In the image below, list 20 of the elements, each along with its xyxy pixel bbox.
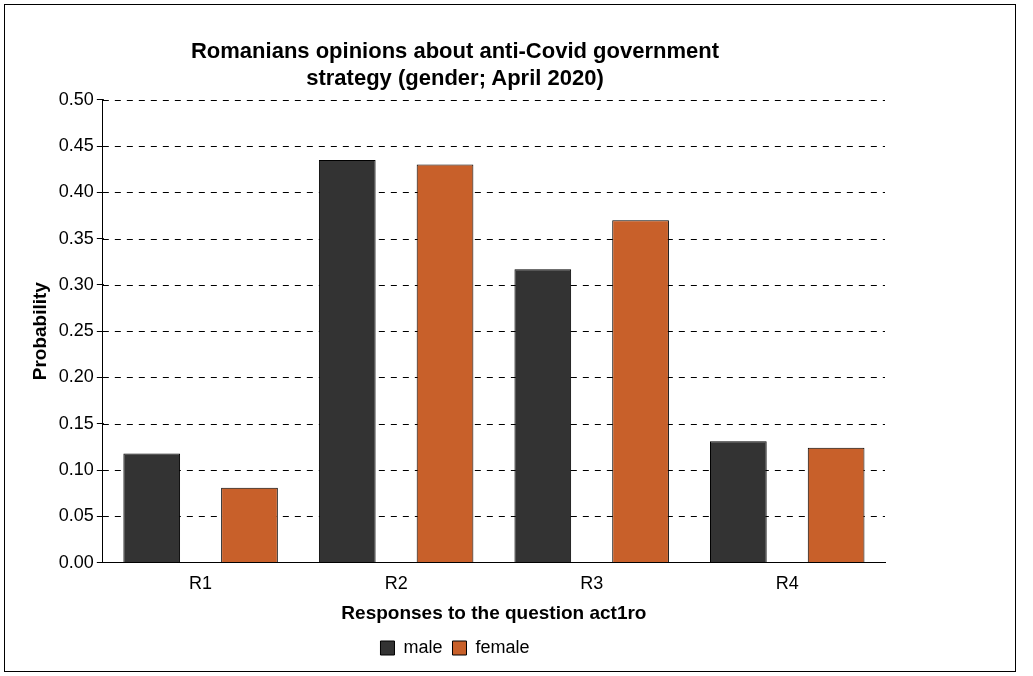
x-axis-title: Responses to the question act1ro — [341, 601, 647, 623]
x-tick-label: R3 — [580, 573, 604, 594]
y-tick-label: 0.15 — [58, 412, 94, 433]
y-tick-label: 0.45 — [58, 135, 94, 156]
y-tick-label: 0.35 — [58, 227, 94, 248]
y-tick-label: 0.20 — [58, 366, 94, 387]
x-tick-label: R4 — [775, 573, 799, 594]
legend-label: female — [475, 636, 530, 657]
y-tick-label: 0.50 — [58, 88, 94, 109]
chart-title: Romanians opinions about anti-Covid government strategy (gender; April 2020) — [190, 38, 720, 90]
y-tick-label: 0.05 — [58, 505, 94, 526]
y-tick-label: 0.40 — [58, 181, 94, 202]
x-tick-label: R1 — [189, 573, 213, 594]
y-tick-label: 0.25 — [58, 320, 94, 341]
y-tick-label: 0.10 — [58, 459, 94, 480]
legend-label: male — [403, 636, 443, 657]
y-tick-label: 0.00 — [58, 551, 94, 572]
x-tick-label: R2 — [384, 573, 408, 594]
y-tick-label: 0.30 — [58, 273, 94, 294]
y-axis-title: Probability — [28, 281, 50, 381]
